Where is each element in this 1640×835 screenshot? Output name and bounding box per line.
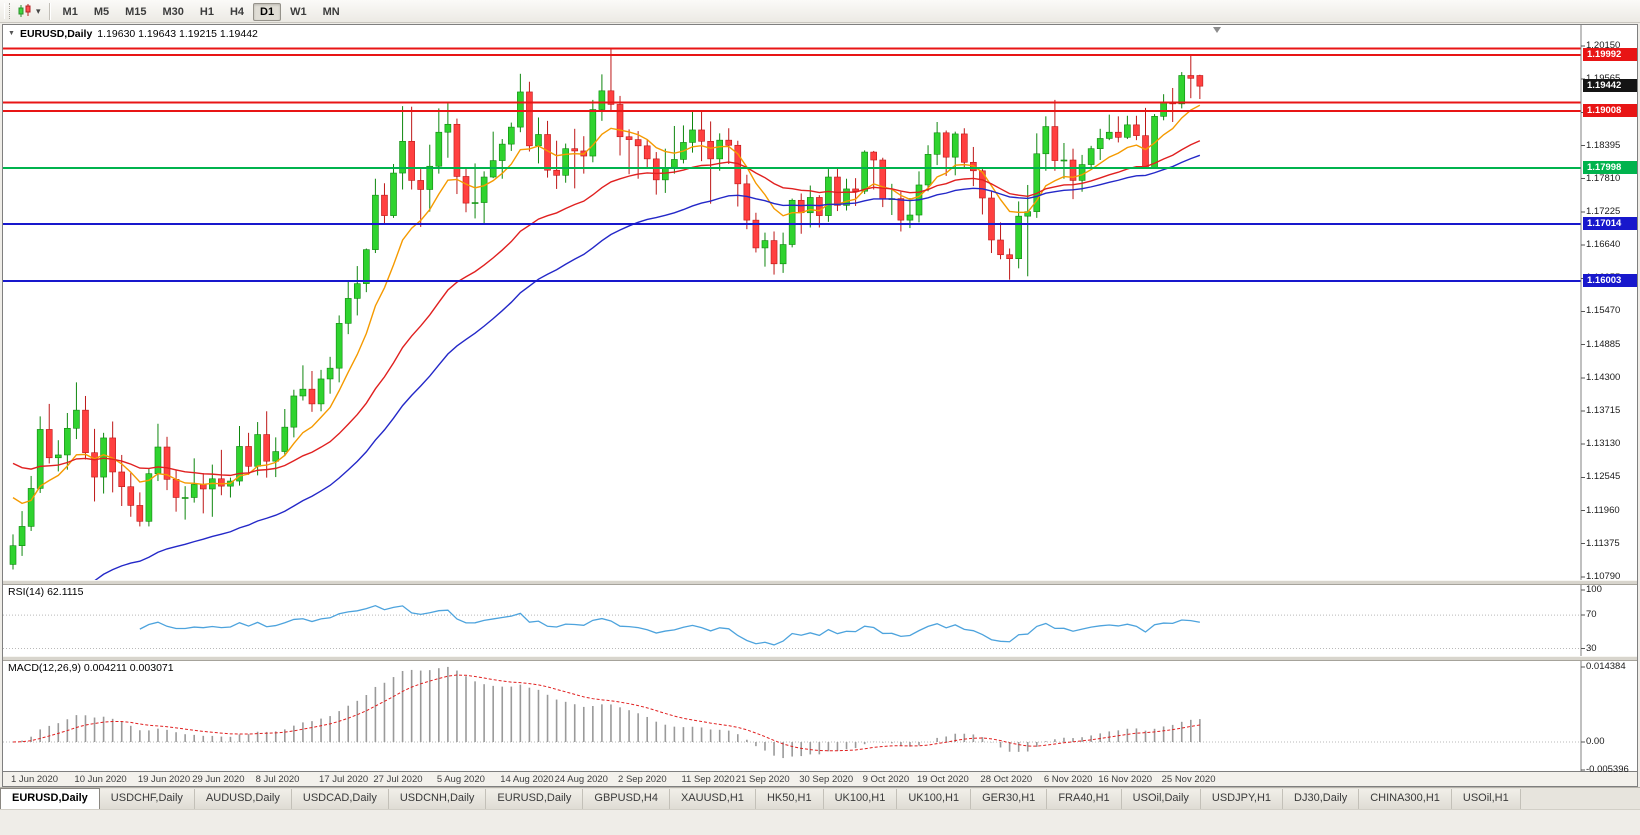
date-label: 5 Aug 2020	[436, 774, 485, 785]
chart-tab[interactable]: CHINA300,H1	[1359, 789, 1452, 809]
date-label: 16 Nov 2020	[1098, 774, 1153, 785]
candles-layer	[9, 48, 1204, 570]
chart-tab-bar: EURUSD,Daily USDCHF,Daily AUDUSD,Daily USDC…	[0, 787, 1640, 809]
date-label: 11 Sep 2020	[681, 774, 735, 785]
rsi-indicator-label: RSI(14) 62.1115	[8, 586, 84, 598]
timeframe-button-w1[interactable]: W1	[290, 5, 307, 18]
symbol-header: ▼ EURUSD,Daily 1.19630 1.19643 1.19215 1…	[8, 28, 258, 40]
chart-tab[interactable]: USDCAD,Daily	[291, 789, 389, 809]
slow-ma-line	[92, 154, 1201, 581]
timeframe-button-mn[interactable]: MN	[322, 5, 340, 18]
main-pane-plot	[9, 48, 1204, 581]
fast-ma-line	[12, 104, 1201, 505]
symbol-title: EURUSD,Daily	[19, 28, 93, 40]
medium-ma-line	[12, 140, 1201, 477]
timeframe-button-m15[interactable]: M15	[125, 5, 147, 18]
timeframe-button-m30[interactable]: M30	[162, 5, 184, 18]
macd-signal-line	[12, 674, 1200, 752]
chart-shift-marker[interactable]	[1213, 27, 1221, 33]
chart-tab[interactable]: FRA40,H1	[1047, 789, 1122, 809]
date-label: 24 Aug 2020	[554, 774, 608, 785]
date-label: 30 Sep 2020	[799, 774, 854, 785]
chart-tab[interactable]: UK100,H1	[897, 789, 972, 809]
date-label: 10 Jun 2020	[74, 774, 127, 785]
date-label: 9 Oct 2020	[862, 774, 910, 785]
candlestick-chart-icon[interactable]	[15, 3, 35, 19]
date-label: 25 Nov 2020	[1161, 774, 1216, 785]
chart-plot[interactable]	[3, 25, 1637, 771]
ohlc-values: 1.19630 1.19643 1.19215 1.19442	[97, 28, 258, 40]
date-label: 19 Jun 2020	[137, 774, 191, 785]
date-label: 1 Jun 2020	[11, 774, 59, 785]
collapse-ohlc-button[interactable]: ▼	[8, 30, 15, 37]
date-label: 28 Oct 2020	[980, 774, 1033, 785]
chart-tab[interactable]: XAUUSD,H1	[669, 789, 756, 809]
date-label: 6 Nov 2020	[1043, 774, 1093, 785]
chart-tab[interactable]: GBPUSD,H4	[583, 789, 670, 809]
toolbar-drag-handle[interactable]	[4, 3, 10, 19]
chart-tab[interactable]: GER30,H1	[971, 789, 1048, 809]
time-axis[interactable]: 1 Jun 2020 10 Jun 2020 19 Jun 2020 29 Jun 2…	[3, 771, 1637, 786]
macd-pane-plot	[3, 666, 1581, 759]
chart-tab[interactable]: EURUSD,Daily	[0, 788, 100, 809]
date-label: 8 Jul 2020	[255, 774, 300, 785]
chart-tab[interactable]: USOil,Daily	[1121, 789, 1201, 809]
date-label: 29 Jun 2020	[192, 774, 245, 785]
timeframe-button-m1[interactable]: M1	[62, 5, 78, 18]
rsi-line	[139, 604, 1200, 646]
timeframe-button-m5[interactable]: M5	[93, 5, 110, 18]
timeframe-buttons: M1 M5 M15 M30 H1 H4 D1 W1 MN	[55, 2, 348, 21]
date-label: 27 Jul 2020	[373, 774, 423, 785]
chart-tab[interactable]: HK50,H1	[755, 789, 824, 809]
chart-tab[interactable]: USDCHF,Daily	[99, 789, 195, 809]
pane-splitter[interactable]	[3, 656, 1637, 661]
macd-indicator-label: MACD(12,26,9) 0.004211 0.003071	[8, 662, 174, 674]
chart-tab[interactable]: AUDUSD,Daily	[194, 789, 292, 809]
pane-splitter[interactable]	[3, 580, 1637, 585]
chart-tab[interactable]: USDJPY,H1	[1200, 789, 1284, 809]
chart-tab[interactable]: UK100,H1	[823, 789, 898, 809]
timeframe-button-h4[interactable]: H4	[229, 5, 245, 18]
status-bar	[0, 809, 1640, 835]
chart-tab[interactable]: USDCNH,Daily	[388, 789, 487, 809]
chart-tab[interactable]: EURUSD,Daily	[486, 789, 584, 809]
toolbar: ▾ M1 M5 M15 M30 H1 H4 D1 W1 MN	[0, 0, 1640, 23]
timeframe-button-d1[interactable]: D1	[253, 2, 282, 21]
chart-tab[interactable]: DJ30,Daily	[1283, 789, 1360, 809]
rsi-pane-plot	[3, 604, 1581, 650]
date-label: 14 Aug 2020	[500, 774, 554, 785]
date-label: 2 Sep 2020	[618, 774, 667, 785]
toolbar-separator	[48, 2, 50, 20]
chart-type-dropdown-icon[interactable]: ▾	[36, 5, 41, 16]
date-label: 21 Sep 2020	[735, 774, 790, 785]
chart-window: ▼ EURUSD,Daily 1.19630 1.19643 1.19215 1…	[2, 24, 1638, 787]
chart-tab[interactable]: USOil,H1	[1451, 789, 1521, 809]
timeframe-button-h1[interactable]: H1	[199, 5, 214, 18]
date-label: 19 Oct 2020	[917, 774, 969, 785]
date-label: 17 Jul 2020	[319, 774, 369, 785]
